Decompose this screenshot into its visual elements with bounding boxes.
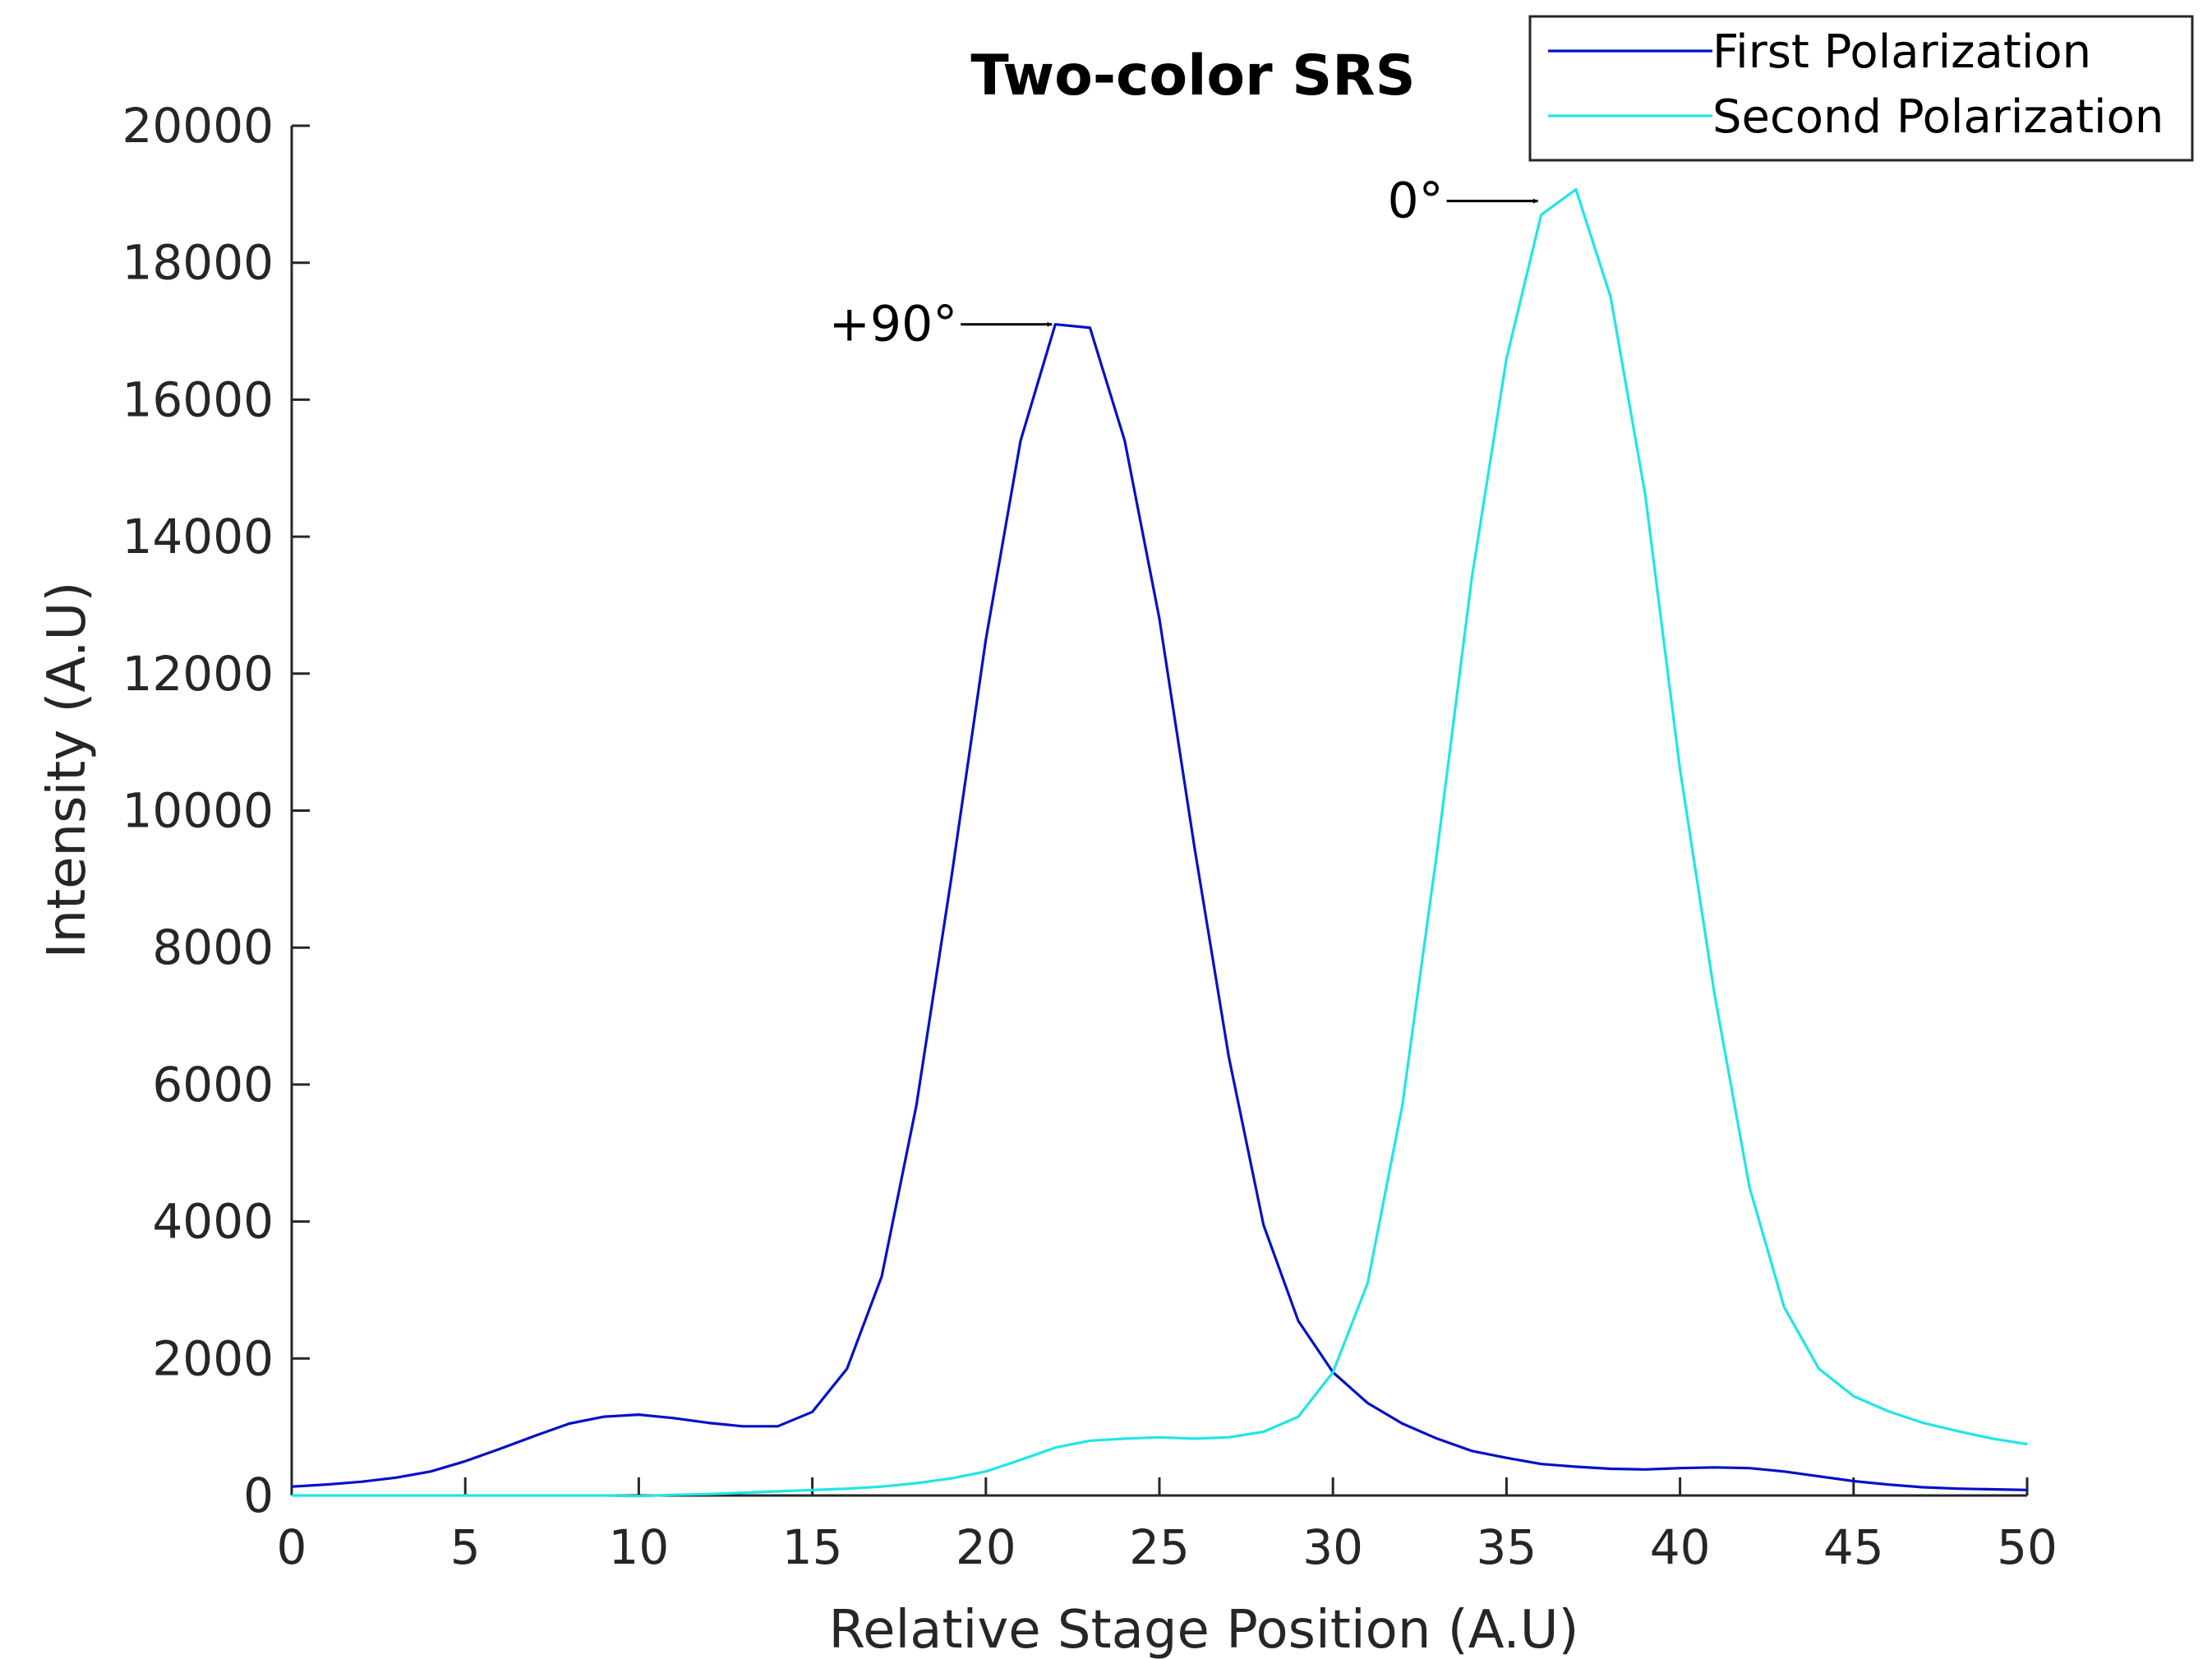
series-line-2 bbox=[292, 187, 2028, 1498]
y-tick-label: 12000 bbox=[122, 646, 274, 702]
y-axis-label: Intensity (A.U) bbox=[37, 582, 98, 959]
chart-title: Two-color SRS bbox=[970, 44, 1415, 108]
y-tick-label: 8000 bbox=[152, 919, 274, 975]
x-tick-label: 20 bbox=[956, 1519, 1016, 1575]
y-tick-label: 0 bbox=[243, 1468, 274, 1523]
series-layer bbox=[291, 187, 2028, 1498]
y-tick-label: 2000 bbox=[152, 1330, 274, 1386]
x-tick-label: 50 bbox=[1997, 1519, 2058, 1575]
x-tick-label: 15 bbox=[782, 1519, 843, 1575]
x-tick-label: 30 bbox=[1302, 1519, 1363, 1575]
legend-label-2: Second Polarization bbox=[1712, 90, 2164, 144]
legend-label-1: First Polarization bbox=[1712, 25, 2091, 79]
y-tick-label: 4000 bbox=[152, 1194, 274, 1250]
tick-labels: 0 5 10 15 20 25 30 35 40 45 50 0 2000 4000 6000 8000 100… bbox=[122, 98, 2057, 1575]
annotation-label-1: +90° bbox=[829, 296, 958, 353]
axes bbox=[290, 126, 2027, 1497]
series-line-1 bbox=[291, 323, 2028, 1491]
tick-marks bbox=[290, 124, 2029, 1497]
annotation-label-2: 0° bbox=[1387, 173, 1443, 230]
y-tick-label: 16000 bbox=[122, 371, 274, 427]
x-tick-label: 5 bbox=[450, 1519, 481, 1575]
x-tick-label: 40 bbox=[1650, 1519, 1711, 1575]
x-axis-label: Relative Stage Position (A.U) bbox=[828, 1600, 1578, 1659]
legend: First Polarization Second Polarization bbox=[1528, 15, 2194, 162]
legend-box bbox=[1528, 15, 2194, 162]
y-tick-label: 18000 bbox=[122, 235, 274, 291]
y-tick-label: 14000 bbox=[122, 509, 274, 565]
y-tick-label: 10000 bbox=[122, 783, 274, 839]
x-tick-label: 35 bbox=[1476, 1519, 1537, 1575]
annotation-layer: +90° 0° bbox=[829, 173, 1538, 353]
y-tick-label: 6000 bbox=[152, 1057, 274, 1113]
y-tick-label: 20000 bbox=[122, 98, 274, 154]
x-tick-label: 25 bbox=[1129, 1519, 1190, 1575]
x-tick-label: 10 bbox=[608, 1519, 669, 1575]
x-tick-label: 45 bbox=[1823, 1519, 1884, 1575]
x-tick-label: 0 bbox=[277, 1519, 307, 1575]
